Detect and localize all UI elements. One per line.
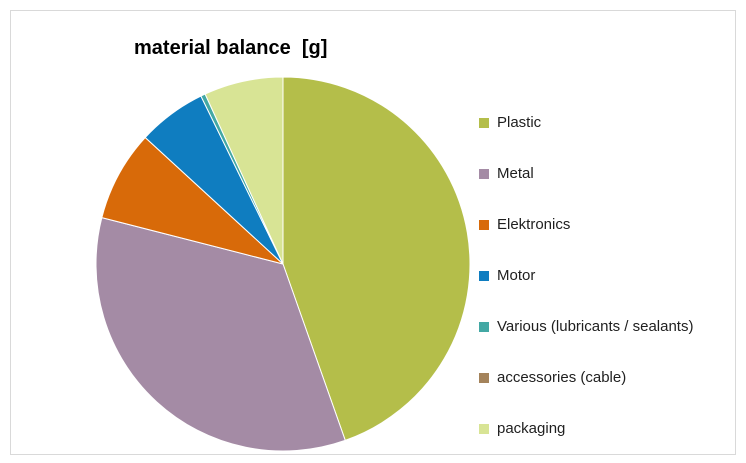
legend-swatch <box>479 423 489 434</box>
pie-slice-plastic <box>282 76 471 441</box>
legend: Plastic Metal Elektronics Motor Various (lub… <box>479 97 693 454</box>
pie-slice-packaging <box>204 76 284 265</box>
legend-item-various-lubricants-sealants: Various (lubricants / sealants) <box>479 301 693 352</box>
legend-swatch <box>479 321 489 332</box>
pie-slice-metal <box>95 217 346 452</box>
legend-swatch <box>479 372 489 383</box>
legend-item-motor: Motor <box>479 250 693 301</box>
legend-label: Various (lubricants / sealants) <box>497 318 694 335</box>
pie-slice-elektronics <box>101 136 284 265</box>
chart-title: material balance [g] <box>134 37 328 59</box>
legend-label: Plastic <box>497 114 542 131</box>
legend-label: Elektronics <box>497 216 571 233</box>
legend-label: Metal <box>497 165 534 182</box>
legend-label: Motor <box>497 267 536 284</box>
legend-item-elektronics: Elektronics <box>479 199 693 250</box>
legend-swatch <box>479 270 489 281</box>
chart-area: material balance [g] Plastic Metal Elektro… <box>10 10 736 455</box>
pie-chart <box>95 76 471 452</box>
legend-label: accessories (cable) <box>497 369 627 386</box>
legend-swatch <box>479 219 489 230</box>
legend-item-metal: Metal <box>479 148 693 199</box>
legend-item-accessories-cable: accessories (cable) <box>479 352 693 403</box>
legend-item-plastic: Plastic <box>479 97 693 148</box>
legend-swatch <box>479 168 489 179</box>
legend-label: packaging <box>497 420 566 437</box>
legend-item-packaging: packaging <box>479 403 693 454</box>
legend-swatch <box>479 117 489 128</box>
